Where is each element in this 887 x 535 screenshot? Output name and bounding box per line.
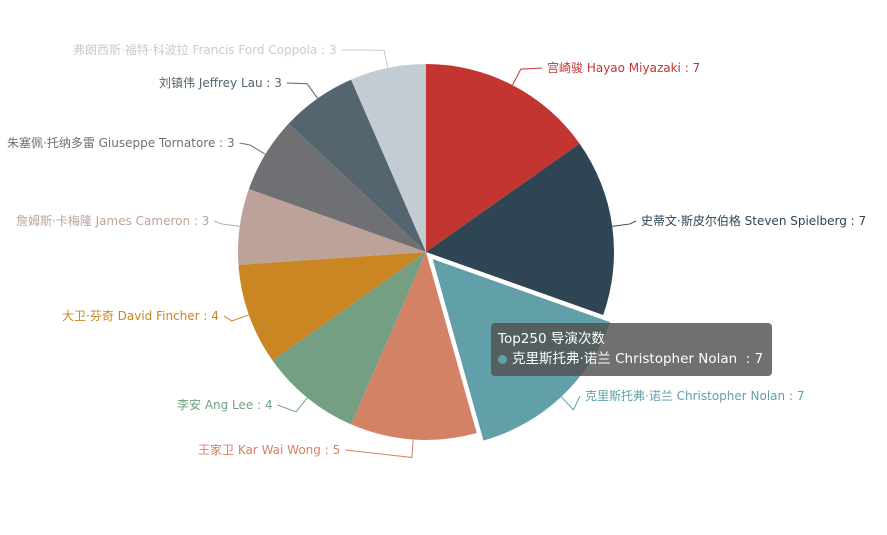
slice-label: 王家卫 Kar Wai Wong : 5 <box>198 442 340 457</box>
leader-line <box>560 395 581 411</box>
slice-label: 李安 Ang Lee : 4 <box>177 397 273 412</box>
slice-label: 史蒂文·斯皮尔伯格 Steven Spielberg : 7 <box>641 213 866 228</box>
tooltip-separator: : <box>737 351 755 367</box>
tooltip-row: 克里斯托弗·诺兰 Christopher Nolan : 7 <box>498 349 763 369</box>
slice-label: 宫崎骏 Hayao Miyazaki : 7 <box>547 60 700 75</box>
leader-line <box>223 314 250 322</box>
leader-line <box>341 49 389 69</box>
slice-labels-layer: 宫崎骏 Hayao Miyazaki : 7 史蒂文·斯皮尔伯格 Steven S… <box>7 42 866 457</box>
leader-line <box>277 397 308 413</box>
pie-slice[interactable] <box>272 252 426 425</box>
slice-label: 朱塞佩·托纳多雷 Giuseppe Tornatore : 3 <box>7 135 235 150</box>
pie-slice[interactable] <box>351 252 477 441</box>
leader-line <box>239 142 266 155</box>
slice-label: 弗朗西斯·福特·科波拉 Francis Ford Coppola : 3 <box>73 42 337 57</box>
leader-line <box>214 220 240 227</box>
slice-label: 克里斯托弗·诺兰 Christopher Nolan : 7 <box>585 389 804 403</box>
tooltip: Top250 导演次数 克里斯托弗·诺兰 Christopher Nolan :… <box>491 323 773 376</box>
pie-slice[interactable] <box>248 123 426 252</box>
pie-slice[interactable] <box>351 64 426 252</box>
leader-lines-layer <box>214 49 637 459</box>
tooltip-label: 克里斯托弗·诺兰 Christopher Nolan <box>512 351 738 367</box>
slices-layer <box>238 64 614 441</box>
tooltip-marker-icon <box>498 354 507 364</box>
pie-slice[interactable] <box>238 189 426 265</box>
slice-label: 詹姆斯·卡梅隆 James Cameron : 3 <box>16 213 209 228</box>
tooltip-title: Top250 导演次数 <box>498 331 605 347</box>
leader-line <box>345 439 414 459</box>
leader-line <box>512 67 543 86</box>
pie-slice[interactable] <box>426 143 614 315</box>
leader-line <box>612 220 637 227</box>
pie-slice[interactable] <box>288 79 426 253</box>
pie-slice[interactable] <box>238 252 426 361</box>
slice-label: 大卫·芬奇 David Fincher : 4 <box>62 309 219 323</box>
slice-label: 刘镇伟 Jeffrey Lau : 3 <box>159 76 282 90</box>
tooltip-value: 7 <box>754 351 764 367</box>
leader-line <box>286 82 318 99</box>
pie-slice[interactable] <box>426 64 580 252</box>
